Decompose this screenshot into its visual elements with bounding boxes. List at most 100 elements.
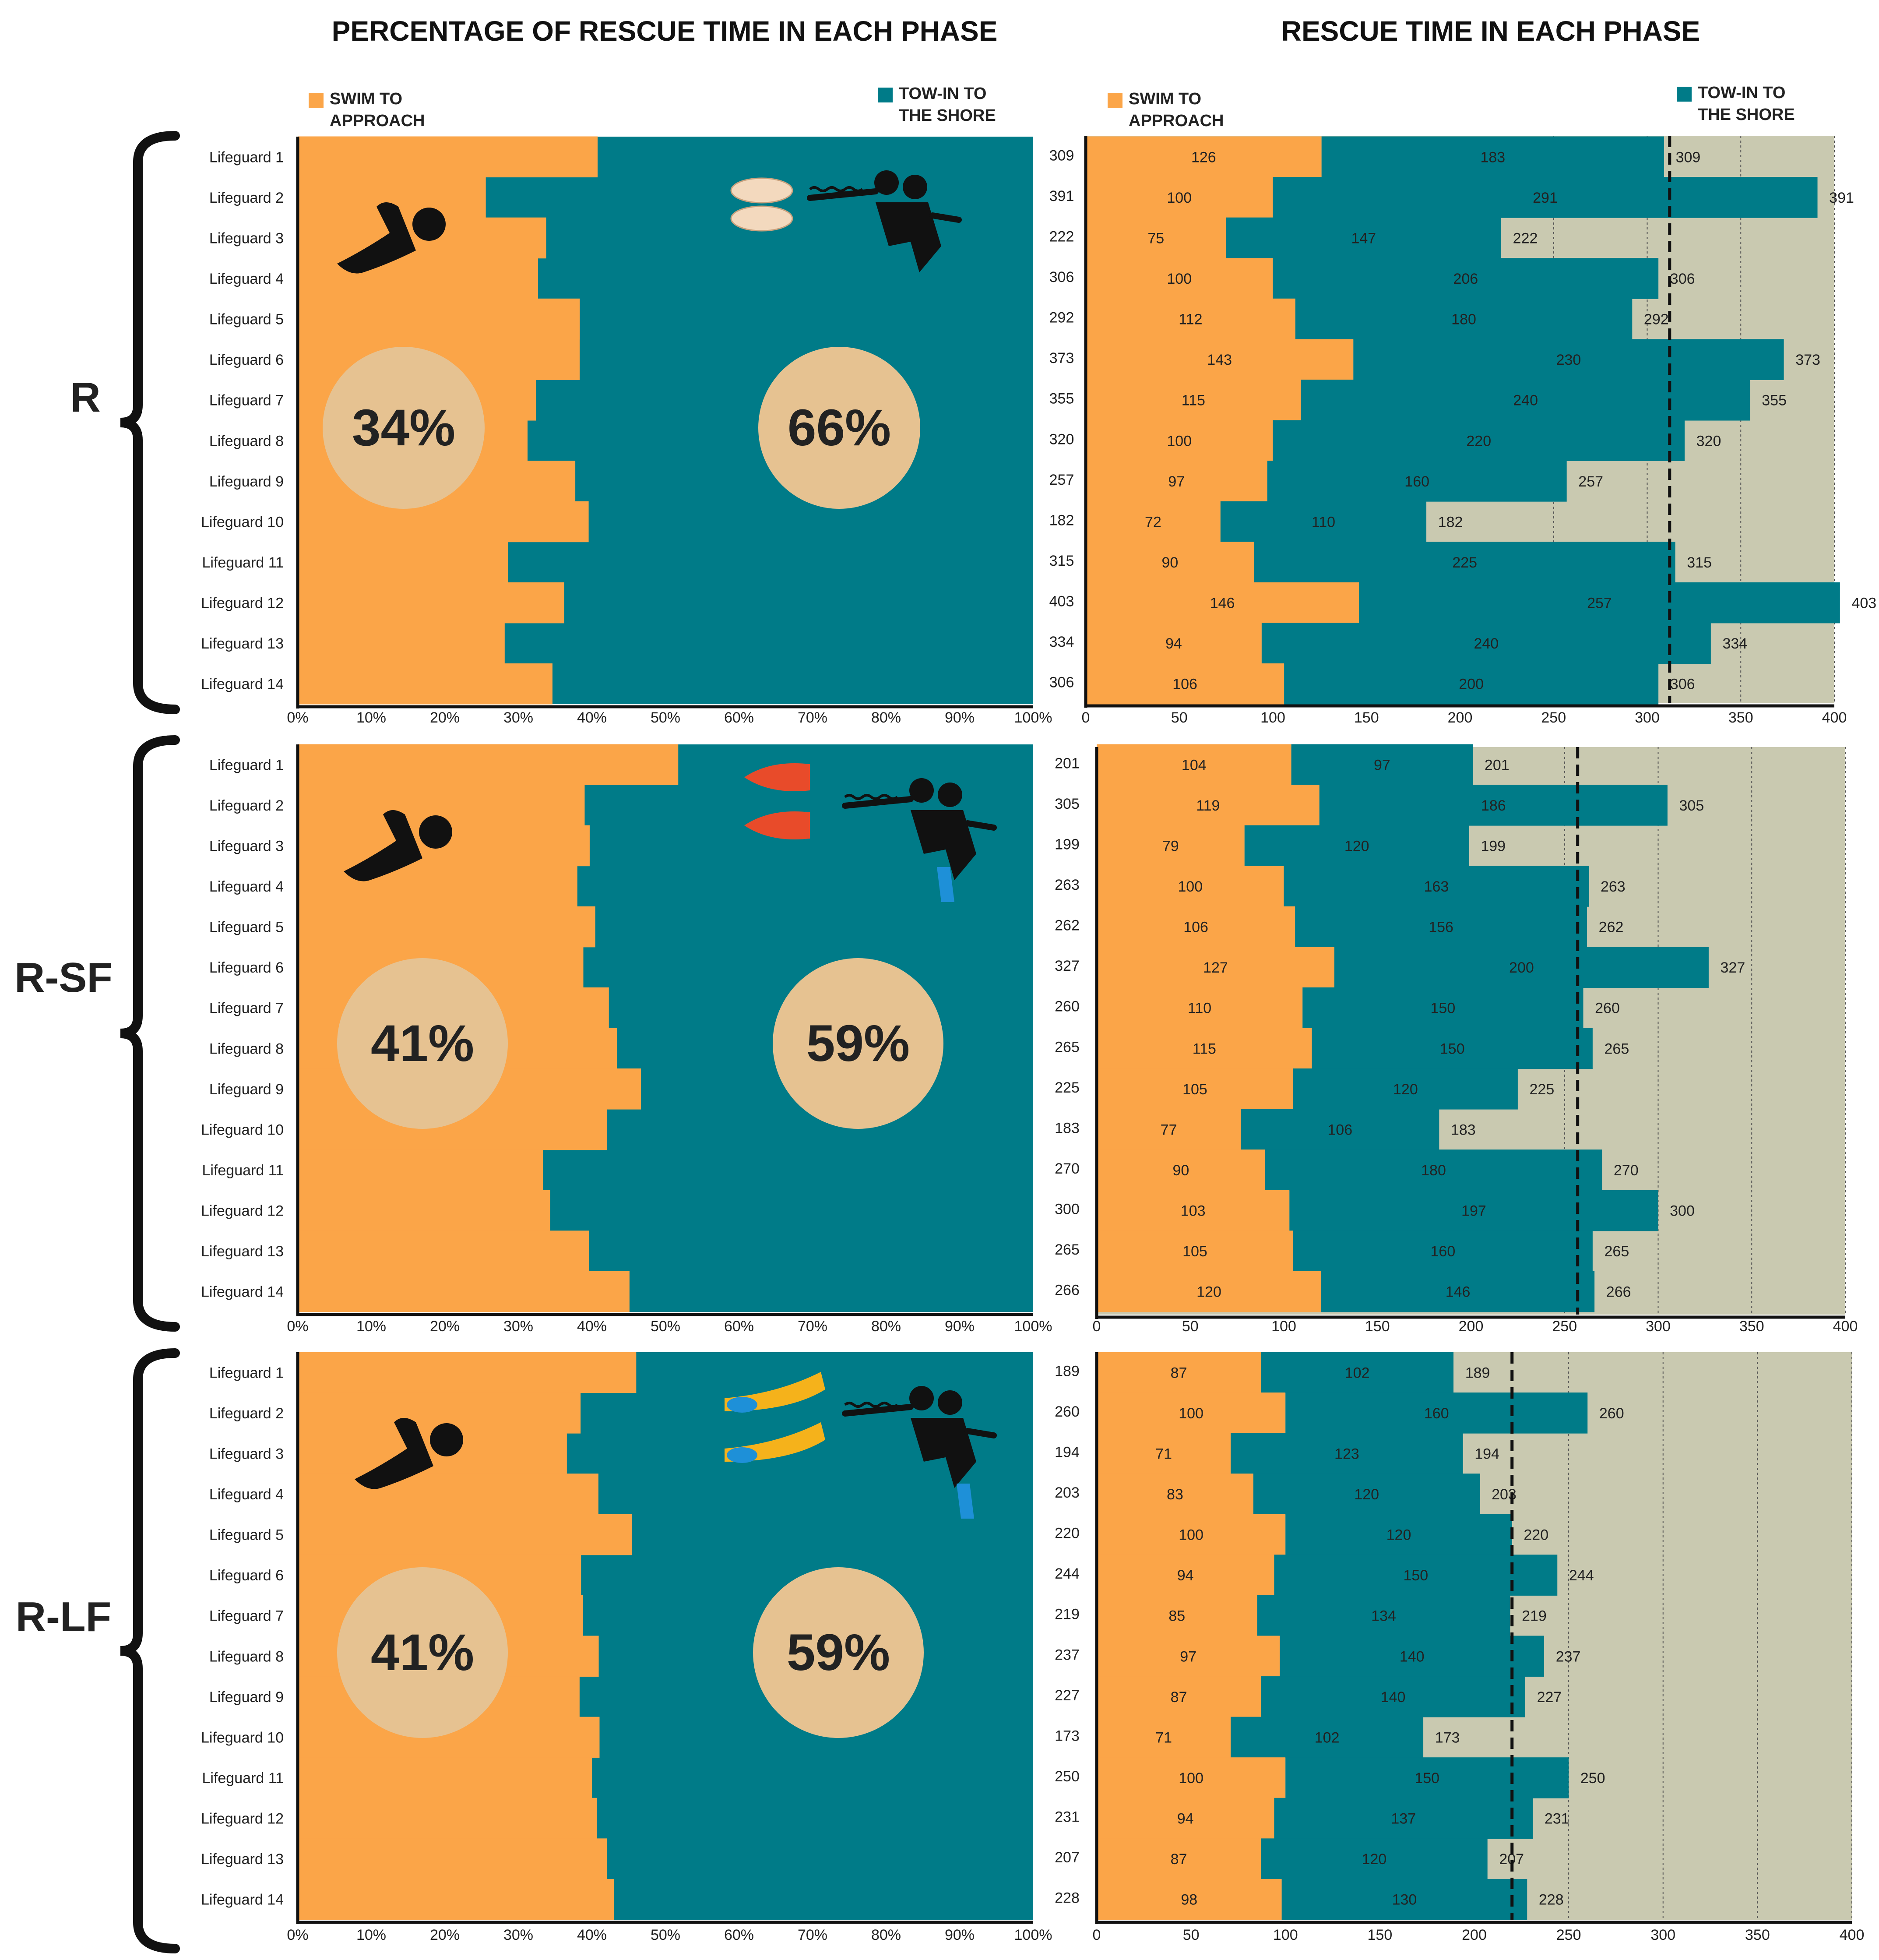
swim-time-label: 100 — [1179, 1405, 1203, 1422]
total-time-label: 257 — [1578, 473, 1603, 490]
tow-time-label: 156 — [1429, 919, 1453, 936]
total-label: 203 — [1055, 1484, 1080, 1501]
swim-time-bar — [1086, 420, 1273, 462]
swim-time-bar — [1097, 1230, 1293, 1272]
percent-tick-label: 100% — [1014, 1927, 1052, 1943]
tow-time-bar — [1273, 258, 1659, 299]
total-time-label: 225 — [1530, 1081, 1555, 1098]
legend-swim-right-swatch — [1108, 93, 1122, 108]
lifeguard-label: Lifeguard 10 — [201, 1121, 284, 1138]
tow-percent-bubble — [773, 958, 943, 1129]
tow-percent-value: 66% — [788, 399, 891, 457]
total-label: 219 — [1055, 1606, 1080, 1623]
tow-time-label: 200 — [1509, 959, 1534, 976]
group-label: R-LF — [16, 1593, 112, 1640]
swim-time-label: 87 — [1171, 1851, 1187, 1868]
tow-time-label: 147 — [1351, 230, 1376, 247]
tow-time-bar — [1280, 1636, 1545, 1677]
swim-time-bar — [1097, 1433, 1231, 1474]
percent-tick-label: 40% — [577, 1927, 607, 1943]
total-label: 260 — [1055, 998, 1080, 1015]
legend-swim-right: SWIM TO APPROACH — [1108, 90, 1224, 130]
swim-time-label: 103 — [1181, 1203, 1206, 1220]
lifeguard-label: Lifeguard 13 — [201, 635, 284, 652]
legend-swim-left-swatch — [309, 93, 324, 108]
legend-tow-right-text: TOW-IN TO THE SHORE — [1698, 84, 1795, 124]
swim-time-label: 100 — [1167, 190, 1192, 206]
swim-time-bar — [1086, 542, 1254, 583]
total-time-label: 260 — [1595, 1000, 1620, 1017]
percent-tick-label: 50% — [651, 709, 680, 726]
tow-time-bar — [1321, 1271, 1595, 1312]
total-label: 309 — [1049, 147, 1074, 164]
victim-arm — [929, 212, 962, 223]
time-tick-label: 350 — [1739, 1318, 1764, 1335]
tow-time-bar — [1284, 866, 1589, 907]
tow-time-label: 186 — [1481, 797, 1506, 814]
victim-arm — [964, 820, 997, 831]
time-tick-label: 250 — [1552, 1318, 1577, 1335]
lifeguard-label: Lifeguard 7 — [209, 1000, 284, 1017]
tow-time-bar — [1244, 825, 1469, 867]
legend-tow-left: TOW-IN TO THE SHORE — [878, 85, 996, 125]
swim-time-label: 105 — [1182, 1081, 1207, 1098]
swim-percent-bar — [298, 1352, 637, 1393]
swim-time-label: 77 — [1161, 1121, 1177, 1138]
legend-tow-left-line-1: TOW-IN TO — [899, 85, 986, 103]
total-label: 183 — [1055, 1120, 1080, 1136]
foot-pocket-bottom — [727, 1447, 757, 1463]
total-time-label: 237 — [1556, 1648, 1581, 1665]
tow-percent-value: 59% — [787, 1624, 890, 1682]
tow-percent-value: 59% — [806, 1015, 910, 1072]
total-time-label: 309 — [1676, 149, 1701, 166]
swim-time-bar — [1097, 785, 1320, 826]
swim-time-bar — [1086, 501, 1221, 543]
swim-time-bar — [1097, 1879, 1282, 1920]
swim-percent-bubble — [323, 347, 485, 509]
tow-time-bar — [1267, 461, 1567, 502]
swim-time-bar — [1086, 136, 1322, 178]
lifeguard-label: Lifeguard 10 — [201, 1729, 284, 1746]
total-time-label: 222 — [1513, 230, 1538, 247]
swim-time-bar — [1086, 298, 1295, 340]
swim-time-label: 120 — [1196, 1284, 1221, 1301]
swim-time-label: 71 — [1155, 1729, 1172, 1746]
percent-tick-label: 10% — [356, 709, 386, 726]
total-label: 207 — [1055, 1849, 1080, 1866]
swim-time-label: 97 — [1180, 1648, 1196, 1665]
percent-tick-label: 80% — [871, 1927, 901, 1943]
swim-time-bar — [1086, 217, 1226, 259]
tow-time-label: 120 — [1344, 838, 1369, 854]
water-waves — [844, 794, 898, 800]
swim-time-bar — [1097, 1352, 1261, 1393]
diver-fins-icon — [937, 867, 954, 902]
percent-tick-label: 90% — [945, 709, 975, 726]
lifeguard-label: Lifeguard 11 — [202, 1162, 284, 1179]
towing-arm — [842, 796, 914, 809]
percent-tick-label: 60% — [724, 1318, 754, 1335]
time-tick-label: 100 — [1271, 1318, 1296, 1335]
lifeguard-label: Lifeguard 1 — [209, 757, 284, 773]
tow-percent-bubble — [758, 347, 920, 509]
tow-time-bar — [1293, 1068, 1518, 1110]
tow-time-label: 140 — [1381, 1689, 1406, 1706]
total-time-label: 231 — [1545, 1811, 1569, 1827]
tow-time-label: 240 — [1474, 635, 1499, 652]
time-tick-label: 100 — [1260, 709, 1285, 726]
swim-time-bar — [1097, 987, 1303, 1029]
swim-percent-bar — [298, 136, 598, 178]
total-time-label: 391 — [1829, 190, 1854, 206]
swim-time-bar — [1097, 1109, 1241, 1150]
total-label: 231 — [1055, 1809, 1080, 1826]
total-label: 220 — [1055, 1525, 1080, 1542]
percent-tick-label: 20% — [430, 1927, 460, 1943]
swim-time-bar — [1097, 825, 1245, 867]
rescuer-bodies — [876, 202, 941, 272]
tow-time-label: 102 — [1315, 1729, 1340, 1746]
swim-time-bar — [1097, 1474, 1253, 1515]
tow-time-bar — [1253, 1474, 1480, 1515]
swim-time-label: 110 — [1188, 1000, 1211, 1017]
lifeguard-label: Lifeguard 1 — [209, 1364, 284, 1381]
lifeguard-label: Lifeguard 8 — [209, 1648, 284, 1665]
